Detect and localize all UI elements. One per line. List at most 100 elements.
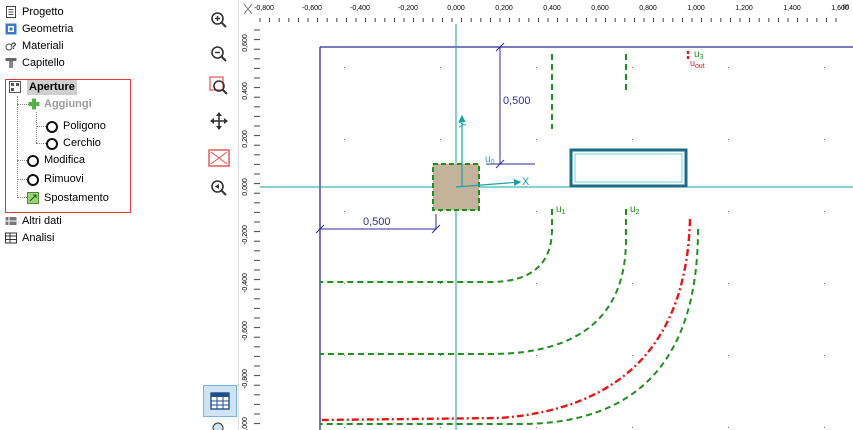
drawing-canvas[interactable]: 0,500 0,500 X Y u0 u1 u2 u3 uout	[260, 24, 853, 430]
opening-inner-edge	[574, 153, 683, 183]
horizontal-dimension[interactable]: 0,500	[315, 214, 441, 234]
tree-item-label: Modifica	[44, 154, 85, 166]
tree-connector	[17, 104, 29, 105]
grid-dot	[536, 283, 537, 284]
zoom-in-button[interactable]	[206, 7, 232, 33]
grid-dot	[824, 355, 825, 356]
tree-connector	[17, 96, 18, 198]
slab-outline	[319, 46, 853, 430]
grid-dot	[536, 139, 537, 140]
tree-item-label: Aggiungi	[44, 98, 92, 110]
zoom-extents-icon	[208, 149, 230, 167]
label-uout: uout	[690, 58, 705, 70]
tree-item-aperture[interactable]: Aperture	[5, 79, 129, 96]
ruler-ticks	[254, 29, 260, 425]
grid-dot	[824, 139, 825, 140]
dimension-label: 0,500	[363, 216, 391, 228]
ruler-tick-label: -0,800	[254, 5, 274, 12]
extra-tool-button[interactable]	[206, 420, 232, 430]
column-head-icon	[5, 58, 17, 68]
tree-item-label: Aperture	[29, 81, 75, 93]
perimeter-uout	[319, 218, 692, 422]
view-toolbar	[200, 0, 239, 430]
materials-icon: ?	[5, 41, 17, 51]
tree-connector	[17, 197, 27, 198]
magnifier-icon	[212, 422, 224, 430]
tree-item-label: Rimuovi	[44, 173, 84, 185]
grid-dot	[632, 67, 633, 68]
ruler-tick-label: -0,400	[242, 273, 249, 293]
zoom-previous-button[interactable]	[206, 175, 232, 201]
tree-item-label: Altri dati	[22, 215, 62, 227]
document-icon	[6, 6, 16, 18]
opening-rectangle[interactable]	[569, 148, 688, 188]
ruler-tick-label: 0,200	[495, 5, 513, 12]
grid-dot	[728, 355, 729, 356]
perimeter-u1	[320, 209, 553, 283]
grid-dot	[344, 211, 345, 212]
circle-icon	[46, 138, 58, 150]
tree-item-label: Geometria	[22, 23, 74, 35]
grid-dot	[824, 427, 825, 428]
ruler-tick-label: 1,200	[735, 5, 753, 12]
tree-connector	[36, 143, 46, 144]
grid-dot	[536, 427, 537, 428]
grid-dot	[344, 355, 345, 356]
circle-icon	[27, 155, 39, 167]
data-icon	[5, 217, 17, 225]
grid-dot	[344, 67, 345, 68]
grid-dot	[632, 427, 633, 428]
grid-dot	[440, 211, 441, 212]
axis-x-label: X	[522, 176, 530, 188]
grid-dot	[536, 211, 537, 212]
vertical-dimension[interactable]: 0,500	[486, 42, 535, 169]
vertical-ruler: 0,600 0,400 0,200 0,000 -0,200 -0,400 -0,600 -0…	[242, 29, 260, 430]
pan-button[interactable]	[206, 108, 232, 134]
grid-dot	[440, 139, 441, 140]
ruler-tick-label: 0,000	[447, 5, 465, 12]
zoom-extents-button[interactable]	[206, 145, 232, 171]
dimension-label: 0,500	[503, 95, 531, 107]
ruler-tick-label: 0,000	[242, 178, 249, 196]
label-u3: u3	[694, 49, 704, 61]
grid-dot	[440, 283, 441, 284]
ruler-tick-label: -1,000	[242, 417, 249, 430]
zoom-window-button[interactable]	[206, 73, 232, 99]
label-u0: u0	[485, 154, 495, 166]
add-icon	[28, 98, 40, 110]
grid-dot	[728, 67, 729, 68]
grid-dot	[728, 139, 729, 140]
pan-icon	[210, 112, 228, 130]
tree-item-label: Capitello	[22, 57, 65, 69]
label-u2: u2	[630, 204, 640, 216]
grid-dot	[344, 283, 345, 284]
zoom-in-icon	[211, 12, 227, 28]
ruler-tick-label: 0,400	[543, 5, 561, 12]
tree-item-label: Materiali	[22, 40, 64, 52]
ruler-tick-label: 0,600	[242, 34, 249, 52]
grid-dot	[728, 427, 729, 428]
grid-dot	[632, 211, 633, 212]
ruler-corner-icon	[243, 3, 253, 15]
ruler-tick-label: -0,800	[242, 369, 249, 389]
tree-connector	[36, 112, 37, 143]
grid-dot	[536, 67, 537, 68]
tree-connector	[17, 160, 27, 161]
grid-dot	[728, 211, 729, 212]
circle-icon	[27, 174, 39, 186]
label-u1: u1	[556, 204, 566, 216]
tree-connector	[36, 126, 46, 127]
circle-icon	[46, 121, 58, 133]
ruler-tick-label: 0,200	[242, 130, 249, 148]
perimeter-outer	[320, 228, 699, 425]
grid-dot	[440, 355, 441, 356]
svg-text:?: ?	[11, 41, 17, 51]
ruler-unit-label: m	[843, 2, 850, 11]
grid-dot	[440, 427, 441, 428]
grid-dot	[632, 283, 633, 284]
analysis-icon	[5, 232, 17, 244]
perimeter-lines	[320, 54, 699, 425]
zoom-out-button[interactable]	[206, 41, 232, 67]
grid-dot	[632, 355, 633, 356]
table-view-button[interactable]	[203, 385, 237, 417]
